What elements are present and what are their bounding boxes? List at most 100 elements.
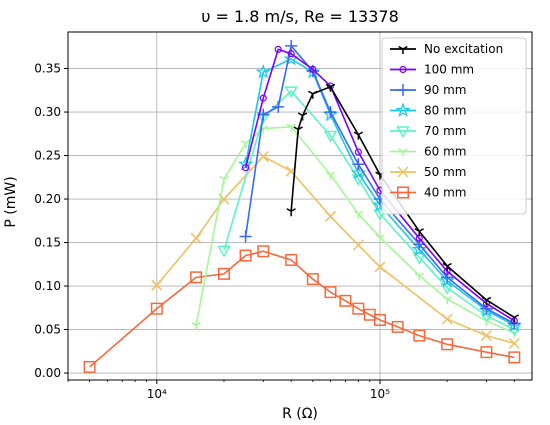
legend-entry: 40 mm: [390, 186, 466, 200]
series-100-mm: [242, 45, 518, 325]
data-point: [309, 65, 317, 74]
legend-label: 100 mm: [424, 63, 474, 77]
data-point: [325, 171, 336, 180]
data-point: [324, 106, 337, 119]
y-tick-label: 0.15: [34, 236, 61, 250]
data-point: [219, 175, 229, 185]
y-tick-label: 0.00: [34, 366, 61, 380]
data-point: [150, 302, 163, 315]
data-point: [339, 294, 352, 307]
series-no-excitation: [286, 83, 520, 323]
legend-label: 60 mm: [424, 145, 466, 159]
data-point: [353, 131, 364, 140]
x-tick-label: 10⁵: [370, 387, 390, 401]
y-tick-label: 0.20: [34, 192, 61, 206]
axis-ticks: 10⁴ 10⁵ 0.00 0.05 0.10 0.15 0.20 0.25 0.30 0.35: [34, 62, 515, 401]
y-axis-label: P (mW): [3, 176, 19, 227]
data-point: [508, 351, 521, 364]
data-point: [353, 210, 364, 219]
legend-entry: 70 mm: [390, 124, 466, 138]
data-point: [352, 302, 365, 315]
data-point: [308, 90, 318, 99]
data-point: [306, 273, 319, 286]
legend-entry: No excitation: [390, 42, 503, 56]
data-point: [287, 50, 295, 58]
data-point: [306, 65, 319, 78]
legend-label: No excitation: [424, 42, 503, 56]
data-point: [354, 148, 362, 156]
data-point: [481, 296, 492, 305]
data-point: [272, 100, 285, 113]
data-point: [374, 261, 386, 273]
legend-entry: 80 mm: [390, 102, 466, 118]
chart-title: υ = 1.8 m/s, Re = 13378: [201, 7, 399, 26]
data-point: [413, 329, 426, 342]
data-point: [242, 164, 250, 172]
series-line: [244, 48, 515, 322]
data-point: [259, 94, 267, 102]
data-point: [413, 238, 426, 251]
data-point: [441, 313, 453, 325]
data-point: [191, 322, 201, 331]
data-point: [508, 337, 520, 349]
data-point: [352, 239, 364, 251]
series-line: [244, 44, 515, 325]
series-layer: [83, 39, 523, 373]
data-point: [190, 271, 203, 284]
data-point: [293, 126, 303, 135]
data-point: [323, 130, 338, 143]
y-tick-label: 0.10: [34, 279, 61, 293]
legend-marker: [395, 102, 411, 118]
legend-entry: 90 mm: [390, 83, 466, 97]
data-point: [257, 245, 270, 258]
data-point: [190, 232, 202, 244]
legend: No excitation 100 mm 90 mm 80 mm 70 mm 60 mm 5…: [381, 37, 527, 215]
legend-entry: 100 mm: [390, 63, 474, 77]
legend-marker: [398, 45, 408, 54]
data-point: [441, 338, 454, 351]
series-line: [223, 90, 515, 331]
x-axis-label: R (Ω): [282, 406, 318, 422]
legend-marker: [397, 186, 409, 199]
series-40-mm: [83, 245, 521, 373]
legend-marker: [397, 84, 409, 96]
data-point: [239, 230, 252, 243]
legend-label: 40 mm: [424, 186, 466, 200]
data-point: [285, 253, 298, 266]
data-point: [286, 208, 296, 217]
series-line: [195, 126, 515, 334]
y-tick-label: 0.30: [34, 105, 61, 119]
data-point: [151, 279, 163, 291]
data-point: [286, 123, 296, 132]
data-point: [442, 262, 452, 272]
legend-marker: [399, 65, 407, 74]
legend-label: 80 mm: [424, 104, 466, 118]
data-point: [325, 83, 336, 92]
legend-entry: 60 mm: [390, 145, 466, 159]
data-point: [391, 320, 404, 333]
data-point: [441, 271, 454, 284]
data-point: [411, 241, 427, 257]
y-tick-label: 0.05: [34, 323, 61, 337]
data-point: [217, 245, 231, 258]
data-point: [442, 295, 452, 305]
data-point: [324, 210, 336, 222]
legend-marker: [397, 166, 409, 178]
x-tick-label: 10⁴: [147, 387, 167, 401]
data-point: [480, 330, 492, 342]
data-point: [352, 158, 365, 171]
data-point: [255, 63, 271, 79]
data-point: [412, 252, 427, 265]
y-tick-label: 0.25: [34, 149, 61, 163]
data-point: [375, 234, 385, 243]
data-point: [257, 150, 269, 162]
legend-label: 90 mm: [424, 83, 466, 97]
data-point: [324, 286, 337, 299]
data-point: [509, 314, 520, 323]
data-point: [217, 267, 230, 280]
data-point: [285, 39, 298, 52]
data-point: [373, 313, 386, 326]
series-line: [244, 58, 515, 326]
data-point: [284, 86, 298, 99]
legend-box: [381, 37, 527, 215]
